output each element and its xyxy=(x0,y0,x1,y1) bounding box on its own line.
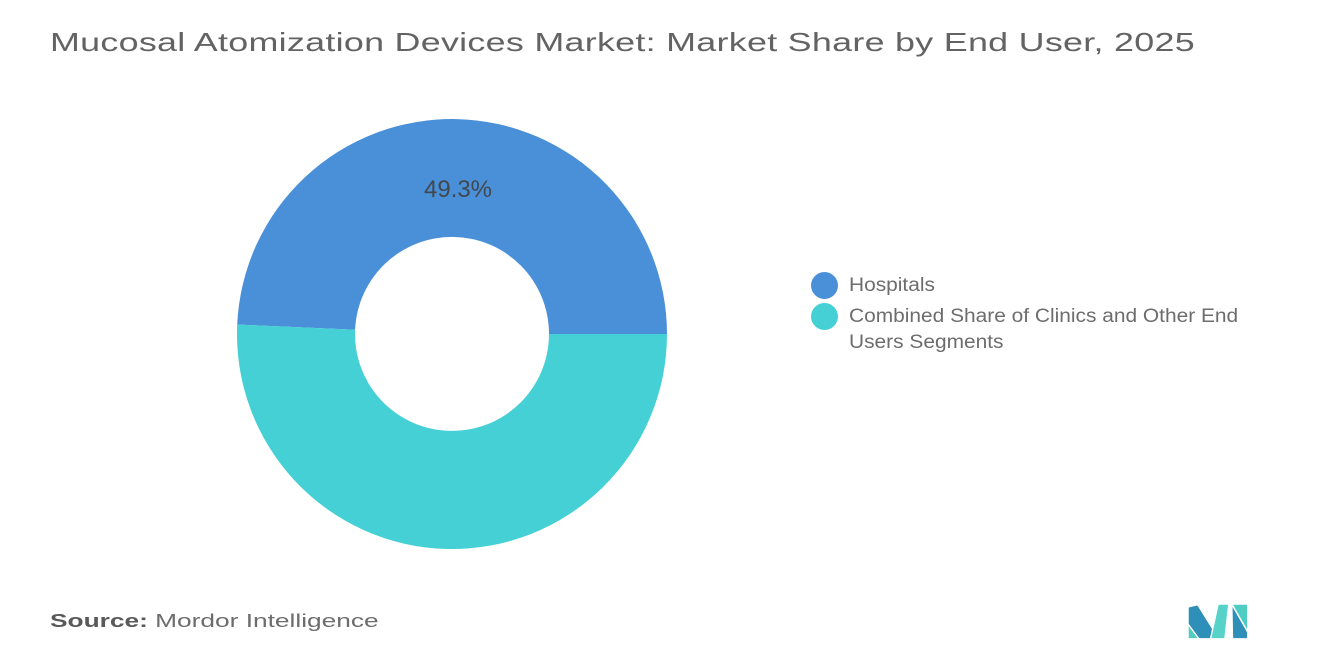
svg-text:49.3%: 49.3% xyxy=(424,176,492,203)
